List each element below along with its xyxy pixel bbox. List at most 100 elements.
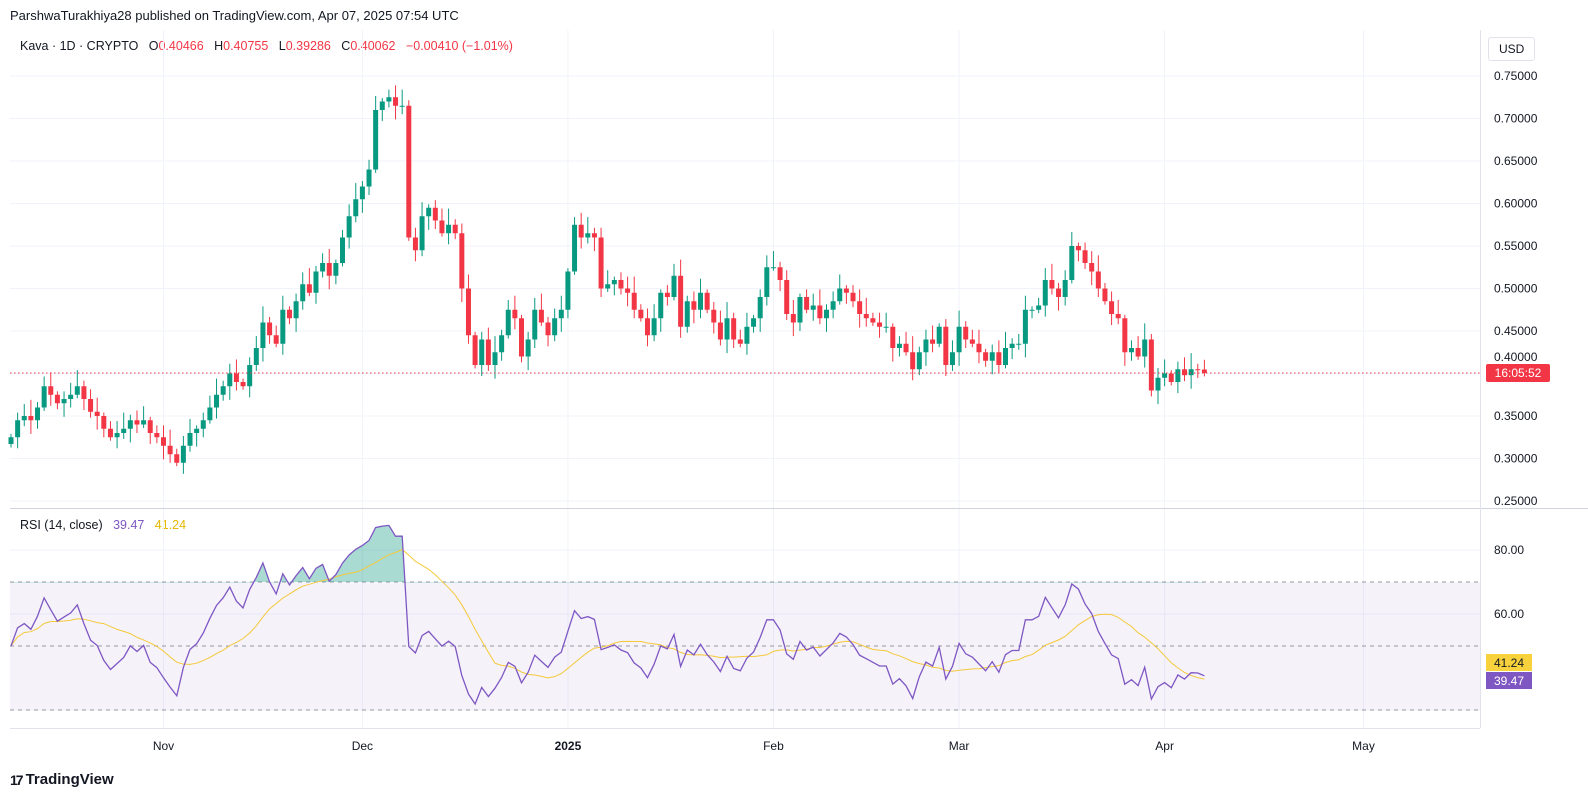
candle-body: [943, 326, 949, 365]
candle-body: [81, 386, 87, 399]
candle-body: [638, 309, 644, 319]
candle-body: [823, 309, 829, 319]
candle: [837, 274, 843, 305]
price-tick-label: 0.75000: [1494, 69, 1538, 83]
candle-body: [340, 237, 345, 263]
candle-body: [8, 437, 14, 445]
candle-body: [419, 216, 425, 251]
candle-body: [28, 416, 34, 421]
candle-body: [777, 267, 783, 280]
candle-body: [459, 233, 465, 289]
candle-body: [1201, 369, 1207, 373]
candle-body: [1135, 348, 1141, 357]
candle: [479, 331, 485, 377]
candle-body: [1056, 288, 1062, 297]
candle-body: [519, 318, 525, 357]
rsi-ma-value: 41.24: [154, 518, 187, 532]
candle: [373, 95, 379, 173]
candle: [1201, 359, 1207, 377]
candle: [552, 308, 558, 342]
candle: [35, 401, 41, 429]
candle: [578, 212, 584, 249]
time-tick-label: 2025: [555, 739, 582, 753]
candle: [61, 391, 67, 417]
candle: [127, 414, 133, 443]
candle-body: [651, 318, 657, 336]
candle: [1135, 336, 1141, 360]
candle-body: [499, 335, 505, 353]
candle: [664, 285, 670, 306]
candle-body: [253, 348, 259, 365]
candle-body: [611, 280, 617, 285]
candle-body: [346, 216, 352, 238]
candle-body: [1089, 263, 1095, 272]
rsi-tick-label: 80.00: [1494, 543, 1524, 557]
candle: [731, 312, 737, 348]
candle-body: [698, 292, 704, 310]
candle: [1102, 282, 1108, 305]
currency-button[interactable]: USD: [1488, 37, 1536, 61]
candle: [1168, 370, 1174, 386]
candle: [1022, 295, 1028, 358]
candle: [896, 336, 902, 357]
rsi-ma-axis-value: 41.24: [1494, 656, 1524, 670]
candle-body: [1082, 250, 1088, 263]
candle: [1175, 361, 1181, 394]
tradingview-logo[interactable]: 17 TradingView: [10, 771, 114, 788]
candle-body: [147, 420, 153, 433]
candle: [532, 297, 538, 348]
rsi-value-label: 39.47: [1486, 672, 1532, 689]
candle: [88, 389, 94, 418]
candle-body: [220, 386, 226, 395]
candle: [167, 429, 173, 463]
candle: [691, 291, 697, 324]
candle: [8, 433, 14, 448]
candle-body: [200, 420, 206, 429]
time-tick-label: Mar: [949, 739, 970, 753]
candle-body: [233, 373, 239, 382]
candle-body: [963, 326, 969, 340]
candle-body: [207, 407, 213, 421]
candle-body: [41, 386, 47, 408]
price-tick-label: 0.30000: [1494, 452, 1538, 466]
candle-body: [704, 292, 710, 310]
candle: [180, 435, 186, 474]
candle-body: [850, 292, 856, 302]
candle: [512, 295, 518, 330]
candle: [591, 227, 597, 252]
candle: [1069, 231, 1075, 284]
candle-body: [214, 394, 220, 408]
candle-body: [74, 386, 80, 395]
candle-body: [1142, 339, 1148, 357]
candle-body: [399, 105, 405, 107]
rsi-label[interactable]: RSI (14, close): [20, 518, 103, 532]
candle-body: [194, 428, 200, 433]
candle-body: [412, 237, 418, 251]
candle: [724, 302, 730, 354]
candle-body: [896, 343, 902, 348]
candle-body: [174, 454, 180, 463]
candle-body: [903, 343, 909, 353]
candle: [492, 336, 498, 379]
candle-body: [538, 309, 544, 323]
candle-body: [1162, 373, 1168, 378]
candle: [74, 370, 80, 399]
candle-body: [101, 416, 107, 429]
candle-body: [1042, 280, 1048, 306]
rsi-legend: RSI (14, close) 39.47 41.24: [20, 518, 186, 532]
candle-body: [48, 386, 54, 395]
candle: [611, 276, 617, 296]
candle-body: [465, 288, 471, 336]
symbol-name[interactable]: Kava · 1D · CRYPTO: [20, 39, 139, 53]
candle: [353, 183, 359, 223]
candle-body: [565, 271, 571, 310]
candle-body: [737, 339, 743, 344]
candle-body: [797, 297, 803, 323]
candle-body: [585, 233, 591, 238]
low-value: 0.39286: [285, 39, 331, 53]
time-tick-label: Nov: [153, 739, 174, 753]
candle-body: [154, 433, 160, 438]
candle: [823, 304, 829, 332]
candle: [1148, 333, 1154, 397]
